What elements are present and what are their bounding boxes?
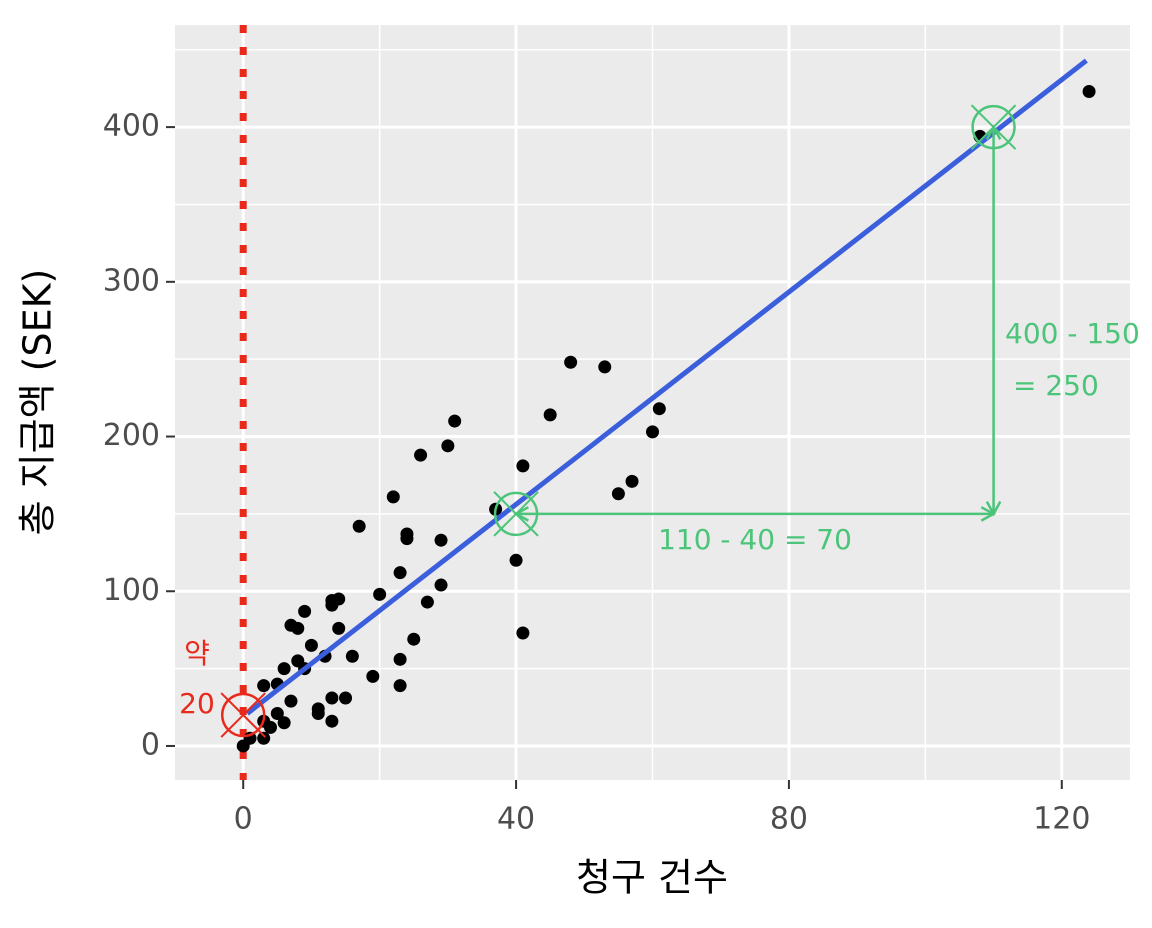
point xyxy=(373,587,387,601)
point xyxy=(386,490,400,504)
y-tick-label: 400 xyxy=(103,109,160,144)
point xyxy=(298,604,312,618)
point xyxy=(420,595,434,609)
point xyxy=(325,691,339,705)
y-tick-label: 0 xyxy=(141,727,160,762)
point xyxy=(352,519,366,533)
point xyxy=(564,355,578,369)
point xyxy=(339,691,353,705)
y-axis-title: 총 지급액 (SEK) xyxy=(16,269,60,536)
point xyxy=(332,621,346,635)
point xyxy=(270,706,284,720)
marked-cross xyxy=(220,692,266,738)
point xyxy=(291,621,305,635)
x-tick-label: 0 xyxy=(234,802,253,837)
point xyxy=(441,439,455,453)
point xyxy=(407,632,421,646)
point xyxy=(366,669,380,683)
point xyxy=(304,638,318,652)
annotation: 110 - 40 = 70 xyxy=(658,523,852,556)
point xyxy=(277,662,291,676)
point xyxy=(257,731,271,745)
point xyxy=(611,487,625,501)
point xyxy=(332,592,346,606)
marked-point xyxy=(220,692,266,738)
x-axis-title: 청구 건수 xyxy=(576,856,728,900)
point xyxy=(448,414,462,428)
marked-point xyxy=(493,491,539,537)
y-tick-label: 100 xyxy=(103,573,160,608)
point xyxy=(393,679,407,693)
point xyxy=(414,448,428,462)
annotation: = 250 xyxy=(1013,369,1099,402)
point xyxy=(434,578,448,592)
point xyxy=(325,714,339,728)
y-tick-label: 300 xyxy=(103,263,160,298)
annotation: 400 - 150 xyxy=(1005,317,1140,350)
point xyxy=(284,694,298,708)
point xyxy=(516,626,530,640)
x-tick-label: 40 xyxy=(497,802,535,837)
point xyxy=(345,649,359,663)
point xyxy=(311,706,325,720)
point xyxy=(646,425,659,439)
marked-cross xyxy=(493,491,539,537)
point xyxy=(1082,85,1096,99)
arrow-head xyxy=(985,501,1002,517)
point xyxy=(625,474,639,488)
point xyxy=(509,553,523,567)
x-tick-label: 120 xyxy=(1033,802,1090,837)
point xyxy=(598,360,612,374)
y-tick-label: 200 xyxy=(103,418,160,453)
marked-cross xyxy=(970,104,1017,150)
annotation: 20 xyxy=(179,687,215,720)
point xyxy=(434,533,448,547)
point xyxy=(393,652,407,666)
point xyxy=(400,532,414,546)
point xyxy=(257,679,271,693)
point xyxy=(393,566,407,580)
point xyxy=(652,402,666,416)
point xyxy=(543,408,557,422)
point xyxy=(516,459,530,473)
annotation: 약 xyxy=(184,637,210,670)
fit-line xyxy=(245,58,1088,716)
point xyxy=(277,716,291,730)
x-tick-label: 80 xyxy=(770,802,808,837)
marked-point xyxy=(971,104,1016,150)
